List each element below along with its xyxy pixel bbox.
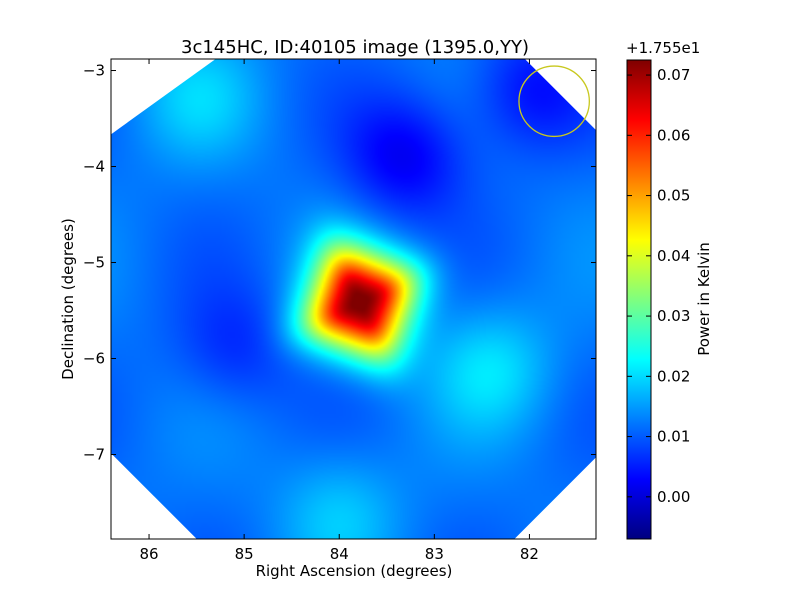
chart-title: 3c145HC, ID:40105 image (1395.0,YY) xyxy=(181,37,529,58)
y-axis-label: Declination (degrees) xyxy=(59,218,77,380)
colorbar-tick-label: 0.03 xyxy=(657,307,690,325)
y-tick-label: −3 xyxy=(83,62,105,80)
colorbar-offset-text: +1.755e1 xyxy=(626,39,700,57)
colorbar-tick-label: 0.05 xyxy=(657,187,690,205)
x-axis: 86 85 84 83 82 xyxy=(139,59,539,563)
y-tick-label: −5 xyxy=(83,254,105,272)
plot-area xyxy=(111,59,596,539)
colorbar-ticks: 0.00 0.01 0.02 0.03 0.04 0.05 0.06 0.07 xyxy=(627,66,690,506)
colorbar-tick-label: 0.01 xyxy=(657,428,690,446)
colorbar-tick-label: 0.07 xyxy=(657,66,690,84)
y-tick-label: −6 xyxy=(83,350,105,368)
x-tick-label: 85 xyxy=(235,545,254,563)
x-tick-label: 83 xyxy=(425,545,444,563)
x-tick-label: 86 xyxy=(139,545,158,563)
colorbar-label: Power in Kelvin xyxy=(695,242,713,356)
colorbar-tick-label: 0.00 xyxy=(657,488,690,506)
x-axis-label: Right Ascension (degrees) xyxy=(256,562,453,580)
colorbar-tick-label: 0.06 xyxy=(657,126,690,144)
beam-circle xyxy=(518,65,590,138)
y-tick-label: −7 xyxy=(83,446,105,464)
y-tick-label: −4 xyxy=(83,158,105,176)
colorbar-gradient xyxy=(626,59,652,540)
y-axis: −3 −4 −5 −6 −7 xyxy=(83,62,596,464)
colorbar-tick-label: 0.04 xyxy=(657,247,690,265)
x-tick-label: 84 xyxy=(330,545,349,563)
x-tick-label: 82 xyxy=(520,545,539,563)
colorbar-tick-label: 0.02 xyxy=(657,367,690,385)
plot-frame xyxy=(110,58,597,540)
heatmap-image xyxy=(111,59,596,539)
colorbar: 0.00 0.01 0.02 0.03 0.04 0.05 0.06 0.07 +1.755e… xyxy=(626,39,713,540)
